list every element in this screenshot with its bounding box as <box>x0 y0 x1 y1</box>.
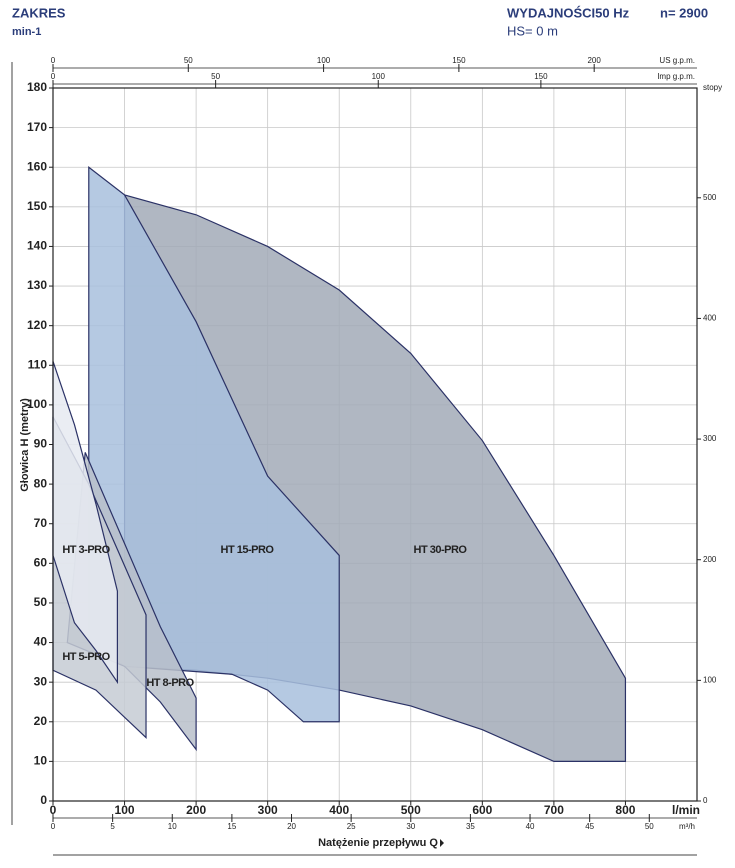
arrow <box>440 839 444 847</box>
axis-tick-label: 10 <box>168 822 177 831</box>
axis-tick-label: 50 <box>184 56 193 65</box>
header-subtitle: min-1 <box>12 26 41 38</box>
y-tick-label: 100 <box>27 397 47 411</box>
y-tick-label: 50 <box>34 595 48 609</box>
axis-tick-label: 400 <box>703 314 717 323</box>
y-tick-label: 60 <box>34 556 48 570</box>
axis-label: US g.p.m. <box>659 56 695 65</box>
axis-label: m³/h <box>679 822 695 831</box>
axis-tick-label: 200 <box>587 56 601 65</box>
y-tick-label: 110 <box>28 357 48 371</box>
series-label: HT 3-PRO <box>62 544 110 556</box>
axis-tick-label: 40 <box>526 822 535 831</box>
y-tick-label: 180 <box>27 80 47 94</box>
x-tick-label: 800 <box>615 803 635 817</box>
series-label: HT 5-PRO <box>62 651 110 663</box>
y-tick-label: 130 <box>27 278 47 292</box>
series-label: HT 30-PRO <box>414 544 468 556</box>
axis-tick-label: 0 <box>51 822 56 831</box>
x-axis-label: Natężenie przepływu Q <box>318 837 438 849</box>
header-speed: n= 2900 <box>660 5 708 20</box>
axis-tick-label: 100 <box>703 675 717 684</box>
axis-tick-label: 20 <box>287 822 296 831</box>
y-tick-label: 120 <box>27 318 47 332</box>
y-tick-label: 20 <box>34 714 48 728</box>
x-tick-label: 200 <box>186 803 206 817</box>
y-axis-label: Głowica H (metry) <box>19 398 31 492</box>
axis-tick-label: 150 <box>534 72 548 81</box>
axis-tick-label: 0 <box>51 72 56 81</box>
axis-tick-label: 15 <box>227 822 236 831</box>
y-tick-label: 140 <box>27 239 47 253</box>
y-tick-label: 0 <box>40 793 47 807</box>
axis-tick-label: 0 <box>703 796 708 805</box>
x-tick-label: 0 <box>50 803 57 817</box>
axis-tick-label: 300 <box>703 434 717 443</box>
y-tick-label: 40 <box>34 635 48 649</box>
x-tick-label: 300 <box>258 803 278 817</box>
x-tick-label: 700 <box>544 803 564 817</box>
y-tick-label: 70 <box>34 516 48 530</box>
y-tick-label: 10 <box>34 754 48 768</box>
axis-tick-label: 45 <box>585 822 594 831</box>
axis-label: Imp g.p.m. <box>657 72 695 81</box>
series-label: HT 8-PRO <box>146 677 194 689</box>
x-unit: l/min <box>672 803 700 817</box>
header-title: ZAKRES <box>12 5 66 20</box>
axis-tick-label: 100 <box>317 56 331 65</box>
pump-range <box>52 361 119 685</box>
y-tick-label: 160 <box>27 159 47 173</box>
axis-tick-label: 35 <box>466 822 475 831</box>
axis-tick-label: 0 <box>51 56 56 65</box>
x-tick-label: 600 <box>472 803 492 817</box>
axis-tick-label: 50 <box>645 822 654 831</box>
axis-tick-label: 30 <box>406 822 415 831</box>
y-tick-label: 90 <box>34 437 48 451</box>
header-suction: HS= 0 m <box>507 23 558 38</box>
series-label: HT 15-PRO <box>221 544 275 556</box>
axis-tick-label: 5 <box>110 822 115 831</box>
axis-tick-label: 100 <box>372 72 386 81</box>
x-tick-label: 500 <box>401 803 421 817</box>
axis-tick-label: 200 <box>703 555 717 564</box>
y-tick-label: 30 <box>34 674 48 688</box>
x-tick-label: 100 <box>115 803 135 817</box>
y-tick-label: 80 <box>34 476 48 490</box>
axis-tick-label: 25 <box>347 822 356 831</box>
axis-tick-label: 150 <box>452 56 466 65</box>
y-tick-label: 150 <box>27 199 47 213</box>
axis-label: stopy <box>703 83 722 92</box>
axis-tick-label: 50 <box>211 72 220 81</box>
x-tick-label: 400 <box>329 803 349 817</box>
header-title: WYDAJNOŚCI50 Hz <box>507 5 630 20</box>
y-tick-label: 170 <box>27 120 47 134</box>
axis-tick-label: 500 <box>703 193 717 202</box>
